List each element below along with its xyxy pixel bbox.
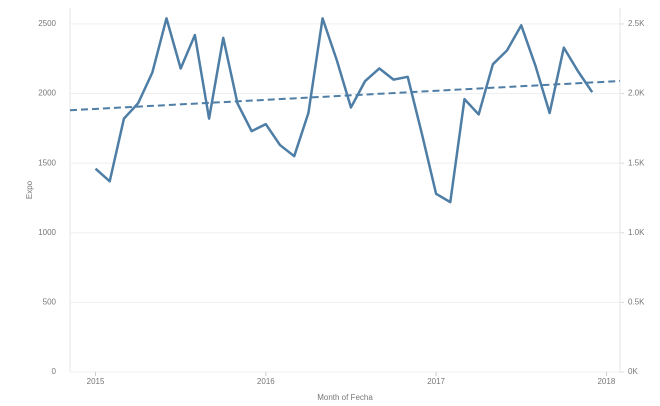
y-tick-label: 0 (52, 367, 57, 376)
y-tick-label: 1500 (38, 158, 56, 167)
y2-tick-label: 2.0K (628, 89, 645, 98)
x-axis-title: Month of Fecha (317, 393, 373, 402)
x-tick-label: 2017 (427, 377, 445, 386)
y-tick-label: 2000 (38, 89, 56, 98)
y-tick-label: 2500 (38, 19, 56, 28)
y2-tick-label: 0K (628, 367, 638, 376)
x-tick-label: 2015 (87, 377, 105, 386)
series-line (94, 17, 594, 204)
trend-line (69, 80, 621, 112)
y2-tick-label: 2.5K (628, 19, 645, 28)
x-tick-label: 2018 (597, 377, 615, 386)
y-tick-label: 1000 (38, 228, 56, 237)
y-axis-title: Expo (25, 180, 34, 199)
y-tick-label: 500 (43, 297, 57, 306)
x-tick-label: 2016 (257, 377, 275, 386)
y2-tick-label: 0.5K (628, 297, 645, 306)
y2-tick-label: 1.5K (628, 158, 645, 167)
y2-tick-label: 1.0K (628, 228, 645, 237)
